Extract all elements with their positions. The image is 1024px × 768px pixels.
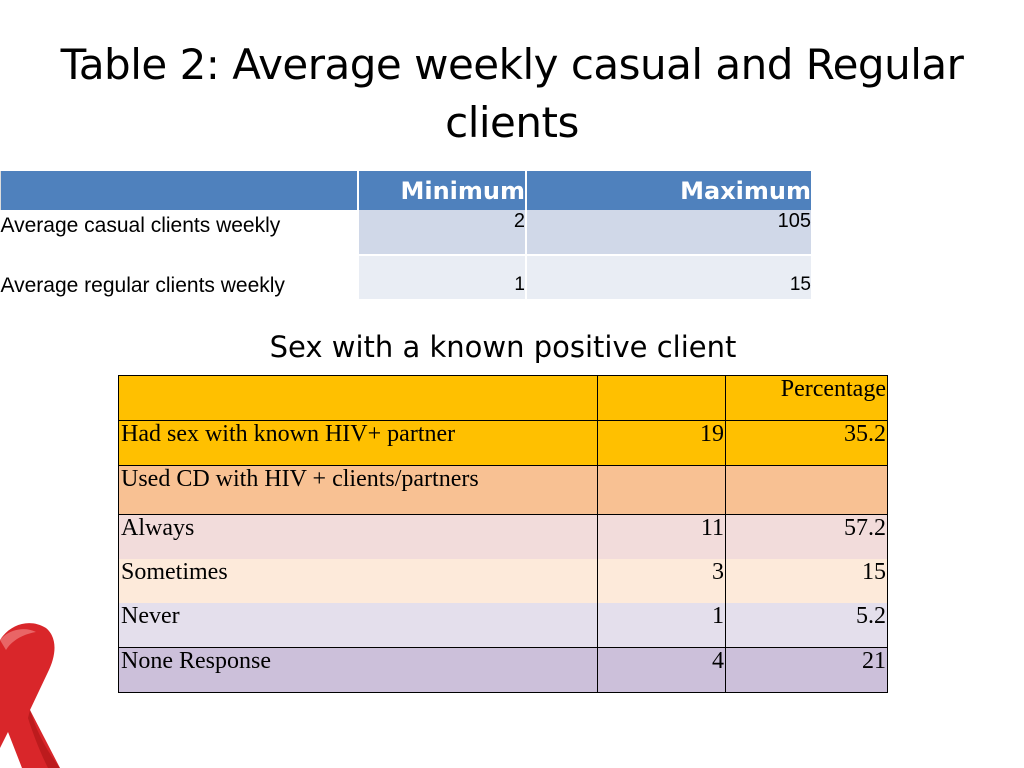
count-value: 19	[597, 420, 726, 466]
count-value: 4	[597, 647, 726, 693]
table-header-row: Minimum Maximum	[0, 171, 813, 210]
table-row: Always 11 57.2	[118, 514, 888, 559]
section-subtitle: Sex with a known positive client	[269, 330, 737, 364]
minimum-value: 1	[358, 255, 527, 299]
row-label: Never	[118, 603, 598, 648]
header-cell-count	[597, 375, 726, 421]
percentage-value: 5.2	[725, 603, 888, 648]
table-row: Used CD with HIV + clients/partners	[118, 465, 888, 515]
maximum-value: 15	[526, 255, 813, 299]
header-cell-empty	[0, 171, 359, 210]
header-cell-empty	[118, 375, 598, 421]
count-value: 11	[597, 514, 726, 559]
table-row: Average casual clients weekly 2 105	[0, 210, 813, 256]
row-label: Always	[118, 514, 598, 559]
row-label: None Response	[118, 647, 598, 693]
row-label: Average regular clients weekly	[0, 255, 359, 299]
table-row: None Response 4 21	[118, 647, 888, 693]
count-value	[597, 465, 726, 515]
table-row: Average regular clients weekly 1 15	[0, 255, 813, 299]
row-label: Had sex with known HIV+ partner	[118, 420, 598, 466]
awareness-ribbon-icon	[0, 623, 60, 768]
header-cell-percentage: Percentage	[725, 375, 888, 421]
slide-title: Table 2: Average weekly casual and Regul…	[60, 40, 964, 147]
minimum-value: 2	[358, 210, 527, 256]
clients-table: Minimum Maximum Average casual clients w…	[0, 171, 813, 299]
percentage-value	[725, 465, 888, 515]
percentage-value: 15	[725, 559, 888, 603]
count-value: 3	[597, 559, 726, 603]
table-header-row: Percentage	[118, 375, 888, 421]
header-cell-minimum: Minimum	[358, 171, 527, 210]
row-label: Used CD with HIV + clients/partners	[118, 465, 598, 515]
table-row: Sometimes 3 15	[118, 559, 888, 603]
positive-client-table: Percentage Had sex with known HIV+ partn…	[118, 375, 888, 693]
table-row: Never 1 5.2	[118, 603, 888, 648]
header-cell-maximum: Maximum	[526, 171, 813, 210]
percentage-value: 21	[725, 647, 888, 693]
count-value: 1	[597, 603, 726, 648]
percentage-value: 35.2	[725, 420, 888, 466]
percentage-value: 57.2	[725, 514, 888, 559]
maximum-value: 105	[526, 210, 813, 256]
table-row: Had sex with known HIV+ partner 19 35.2	[118, 420, 888, 466]
row-label: Average casual clients weekly	[0, 210, 359, 256]
row-label: Sometimes	[118, 559, 598, 603]
